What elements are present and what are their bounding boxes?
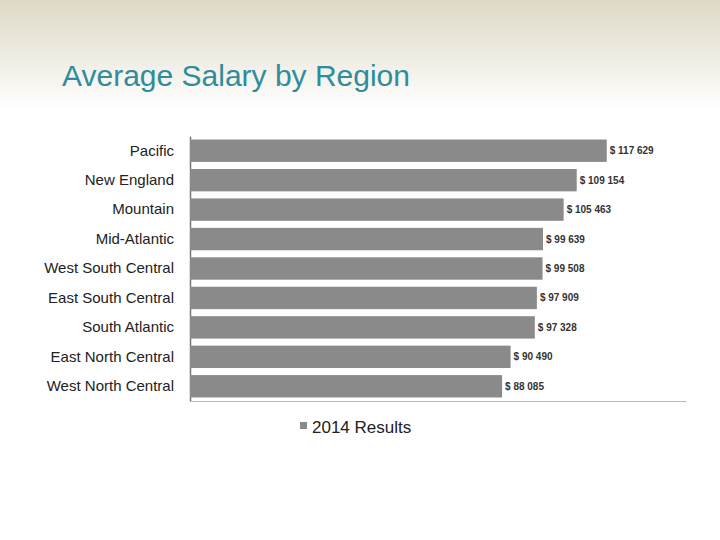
legend-item: 2014 Results bbox=[300, 418, 411, 437]
axis-line bbox=[191, 401, 687, 402]
bar bbox=[190, 257, 543, 279]
chart: Average Salary by Region Pacific New Engla… bbox=[0, 0, 720, 540]
tick: Mountain bbox=[112, 200, 190, 217]
data-label: $ 97 328 bbox=[538, 322, 577, 333]
tick: West North Central bbox=[47, 377, 190, 394]
data-label: $ 105 463 bbox=[567, 204, 612, 215]
data-label: $ 99 639 bbox=[546, 234, 585, 245]
header-background bbox=[0, 0, 720, 110]
bars bbox=[190, 140, 607, 398]
tick: Mid-Atlantic bbox=[96, 230, 190, 247]
tick: New England bbox=[85, 171, 190, 188]
tick: East North Central bbox=[51, 348, 190, 365]
tick-label: West North Central bbox=[47, 377, 174, 394]
tick-label: South Atlantic bbox=[82, 318, 174, 335]
tick-label: New England bbox=[85, 171, 174, 188]
tick: Pacific bbox=[130, 142, 190, 159]
data-label: $ 90 490 bbox=[514, 351, 553, 362]
data-label: $ 117 629 bbox=[610, 145, 654, 156]
data-label: $ 109 154 bbox=[580, 175, 625, 186]
title: Average Salary by Region bbox=[62, 59, 410, 92]
data-label: $ 99 508 bbox=[546, 263, 585, 274]
tick-label: Mid-Atlantic bbox=[96, 230, 175, 247]
bar bbox=[190, 228, 543, 250]
legend-label: 2014 Results bbox=[312, 418, 411, 437]
tick: South Atlantic bbox=[82, 318, 190, 335]
data-label: $ 97 909 bbox=[540, 292, 579, 303]
tick-label: West South Central bbox=[44, 259, 174, 276]
legend: 2014 Results bbox=[300, 418, 411, 437]
value-axis bbox=[191, 401, 687, 402]
data-labels: $ 117 629 $ 109 154 $ 105 463 $ 99 639 $ 99 … bbox=[505, 145, 654, 392]
plot: Pacific New England Mountain Mid-Atlantic We… bbox=[44, 137, 686, 402]
bar bbox=[190, 287, 537, 309]
tick: East South Central bbox=[48, 289, 190, 306]
tick-label: Mountain bbox=[112, 200, 174, 217]
bar bbox=[190, 316, 535, 338]
tick-label: Pacific bbox=[130, 142, 175, 159]
tick: West South Central bbox=[44, 259, 190, 276]
category-axis: Pacific New England Mountain Mid-Atlantic We… bbox=[44, 137, 190, 402]
bar bbox=[190, 140, 607, 162]
bar bbox=[190, 346, 511, 368]
bar bbox=[190, 375, 502, 397]
data-label: $ 88 085 bbox=[505, 381, 544, 392]
tick-label: East North Central bbox=[51, 348, 174, 365]
bar bbox=[190, 169, 577, 191]
tick-label: East South Central bbox=[48, 289, 174, 306]
legend-swatch bbox=[300, 422, 307, 429]
bar bbox=[190, 198, 564, 220]
